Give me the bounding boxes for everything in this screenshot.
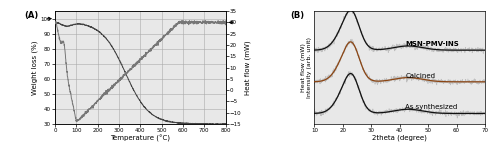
Y-axis label: Weight loss (%): Weight loss (%) (31, 40, 38, 95)
Text: As synthesized: As synthesized (406, 104, 458, 110)
X-axis label: Temperature (°C): Temperature (°C) (110, 135, 170, 142)
Y-axis label: Heat flow (mW): Heat flow (mW) (244, 40, 250, 95)
Text: MSN-PMV-INS: MSN-PMV-INS (406, 41, 459, 47)
Text: (B): (B) (290, 11, 304, 20)
Text: (A): (A) (24, 11, 38, 20)
Y-axis label: Heat flow (mW)
Intensity (arb. unit): Heat flow (mW) Intensity (arb. unit) (301, 37, 312, 98)
Text: Calcined: Calcined (406, 73, 436, 79)
X-axis label: 2theta (degree): 2theta (degree) (372, 135, 427, 141)
